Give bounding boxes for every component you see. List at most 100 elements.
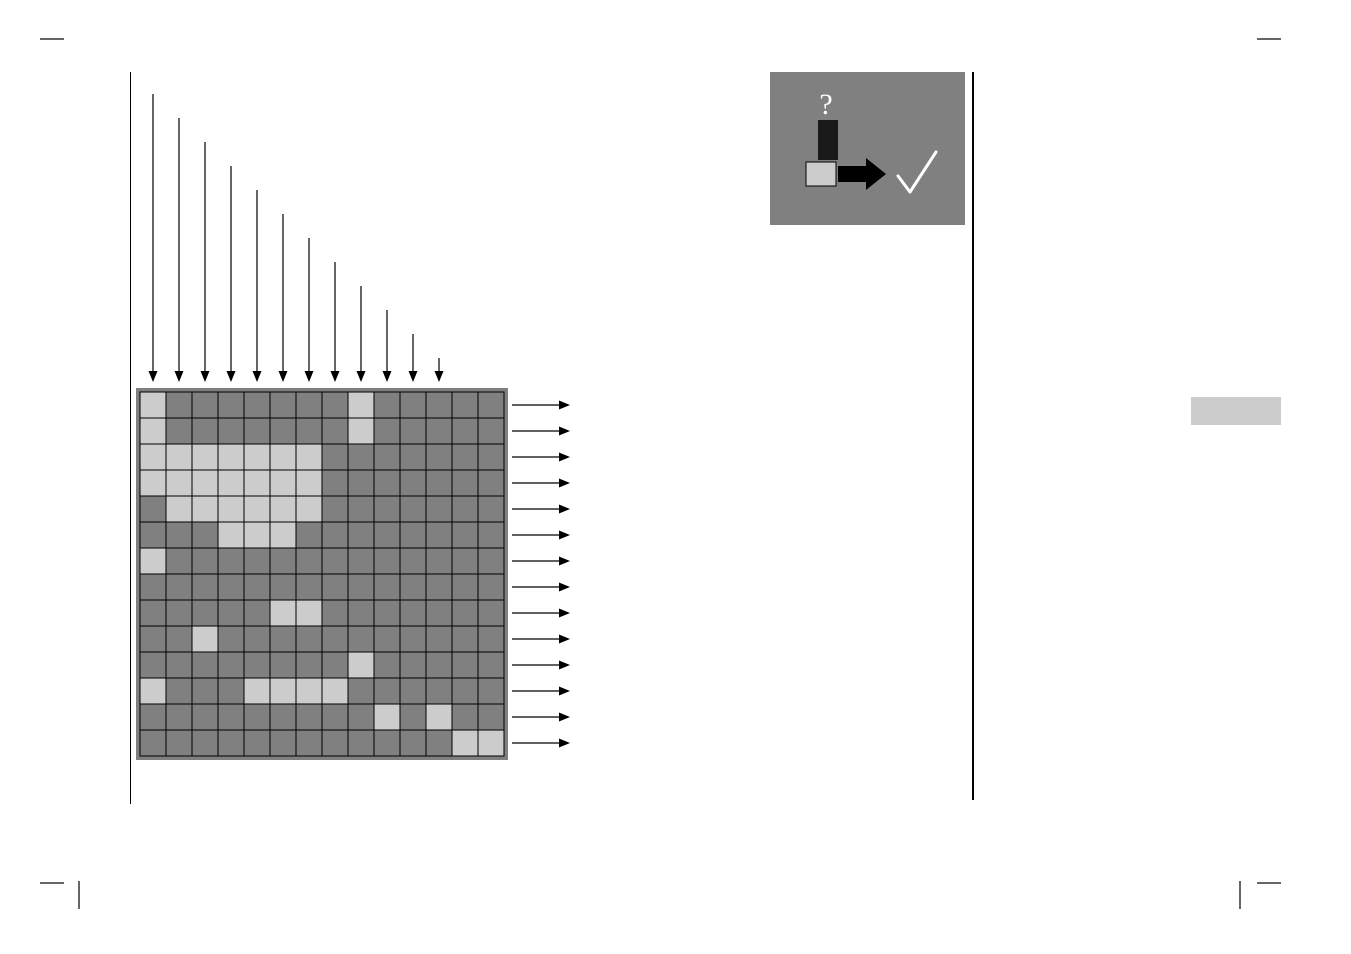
right-arrow-head (559, 661, 570, 670)
grid-cell (244, 548, 270, 574)
grid-cell (452, 600, 478, 626)
grid-cell (452, 496, 478, 522)
grid-cell (478, 444, 504, 470)
right-arrow-head (559, 739, 570, 748)
grid-cell (270, 418, 296, 444)
grid-cell (348, 678, 374, 704)
grid-cell (426, 730, 452, 756)
right-arrow-head (559, 531, 570, 540)
grid-cell (166, 418, 192, 444)
grid-cell (270, 470, 296, 496)
legend-light-block (806, 162, 836, 186)
grid-cell (192, 522, 218, 548)
crop-mark-top-left (40, 38, 68, 66)
grid-cell (478, 418, 504, 444)
grid-cell (348, 730, 374, 756)
grid-cell (218, 730, 244, 756)
grid-cell (452, 574, 478, 600)
grid-cell (270, 704, 296, 730)
grid-cell (374, 470, 400, 496)
right-arrow-head (559, 505, 570, 514)
grid-cell (166, 522, 192, 548)
grid-cell (270, 678, 296, 704)
grid-cell (244, 496, 270, 522)
grid-cell (166, 444, 192, 470)
grid-cell (400, 574, 426, 600)
grid-cell (140, 652, 166, 678)
grid-cell (244, 418, 270, 444)
grid-cell (140, 548, 166, 574)
grid-cell (166, 730, 192, 756)
legend-dark-block (818, 120, 838, 160)
grid-cell (348, 496, 374, 522)
grid-cell (270, 548, 296, 574)
grid-cell (374, 626, 400, 652)
grid-cell (452, 548, 478, 574)
grid-cell (426, 652, 452, 678)
grid-cell (244, 392, 270, 418)
grid-cell (426, 522, 452, 548)
grid-cell (348, 626, 374, 652)
top-arrow-head (409, 371, 418, 382)
grid-cell (400, 418, 426, 444)
grid-cell (452, 678, 478, 704)
grid-cell (322, 522, 348, 548)
grid-cell (452, 392, 478, 418)
grid-cell (192, 392, 218, 418)
grid-cell (244, 470, 270, 496)
grid-cell (218, 470, 244, 496)
grid-cell (452, 418, 478, 444)
grid-cell (452, 730, 478, 756)
right-arrow-head (559, 427, 570, 436)
grid-cell (478, 626, 504, 652)
top-arrow-head (227, 371, 236, 382)
crop-mark-bottom-left (40, 856, 68, 884)
grid-cell (140, 392, 166, 418)
grid-cell (348, 444, 374, 470)
grid-cell (270, 522, 296, 548)
grid-cell (192, 496, 218, 522)
grid-cell (270, 600, 296, 626)
grid-cell (218, 522, 244, 548)
right-rule (972, 72, 974, 800)
grid-cell (218, 548, 244, 574)
grid-cell (322, 730, 348, 756)
question-mark-icon: ? (819, 88, 832, 121)
grid-cell (166, 548, 192, 574)
right-arrow-head (559, 713, 570, 722)
top-arrow-head (175, 371, 184, 382)
grid-cell (322, 496, 348, 522)
grid-cell (400, 392, 426, 418)
grid-cell (452, 444, 478, 470)
grid-cell (218, 444, 244, 470)
grid-cell (140, 730, 166, 756)
grid-cell (140, 678, 166, 704)
grid-cell (400, 626, 426, 652)
grid-cell (322, 626, 348, 652)
grid-cell (192, 444, 218, 470)
grid-cell (140, 600, 166, 626)
grid-cell (374, 678, 400, 704)
grid-cell (192, 548, 218, 574)
right-arrow-head (559, 479, 570, 488)
right-arrow-head (559, 453, 570, 462)
grid-cell (218, 496, 244, 522)
grid-cell (296, 548, 322, 574)
grid-cell (452, 626, 478, 652)
crop-tick-bottom-left (78, 881, 80, 909)
grid-cell (218, 704, 244, 730)
grid-cell (166, 470, 192, 496)
grid-cell (426, 496, 452, 522)
grid-cell (244, 626, 270, 652)
crop-mark-top-right (1253, 38, 1281, 66)
grid-cell (374, 730, 400, 756)
grid-cell (400, 522, 426, 548)
grid-cell (348, 470, 374, 496)
grid-cell (348, 522, 374, 548)
grid-cell (192, 574, 218, 600)
check-icon (898, 152, 936, 192)
grid-cell (348, 548, 374, 574)
grid-cell (296, 600, 322, 626)
grid-cell (296, 392, 322, 418)
grid-cell (244, 444, 270, 470)
